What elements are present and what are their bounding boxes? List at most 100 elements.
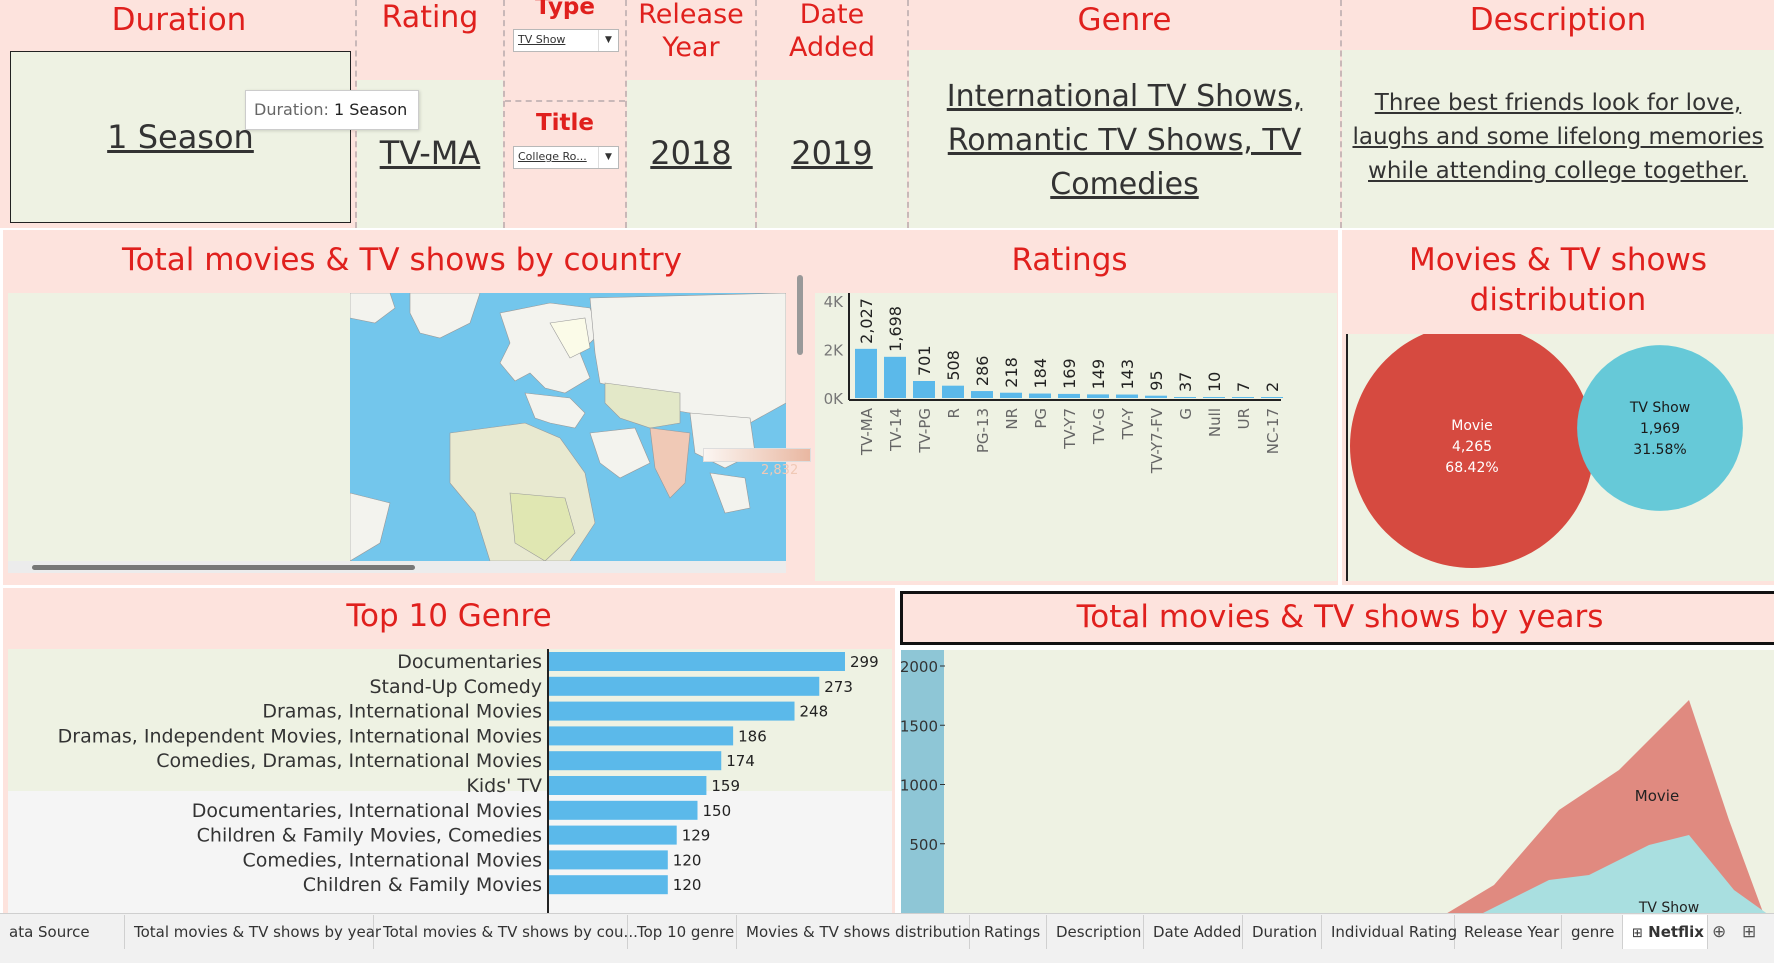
genre-bar [549, 800, 698, 820]
genre-value-line-1[interactable]: International TV Shows, [946, 79, 1303, 114]
ratings-bar-value: 143 [1118, 359, 1137, 390]
ratings-bar-value: 37 [1176, 372, 1195, 392]
genre-category-label-partial: Children & Family Movies [303, 874, 542, 896]
ratings-category-label: Null [1206, 408, 1224, 437]
genre-bar [549, 776, 707, 795]
map-scrollbar-horizontal[interactable] [8, 561, 786, 573]
release-year-title-1: Release [638, 0, 744, 30]
ratings-category-label: TV-PG [916, 408, 934, 454]
tab-data-source[interactable]: ata Source [0, 915, 125, 949]
ratings-bar [884, 356, 906, 398]
ratings-category-label: UR [1235, 408, 1253, 429]
ratings-bar [1203, 397, 1225, 398]
tab-duration[interactable]: Duration [1243, 915, 1322, 949]
ratings-bar-chart[interactable]: 0K 2K 4K 2,027 TV-MA 1,698 TV-14 701 TV-PG 508 R 28… [815, 293, 1337, 581]
genre-value-line-3[interactable]: Comedies [1050, 167, 1199, 202]
ratings-bar-value: 701 [915, 345, 934, 376]
distribution-percent: 68.42% [1445, 460, 1498, 476]
map-scrollbar-vertical[interactable] [797, 275, 803, 355]
duration-title: Duration [111, 2, 247, 38]
tab-description[interactable]: Description [1047, 915, 1144, 949]
release-year-title-2: Year [662, 32, 720, 63]
filters-panel: Type TV Show ▼ Title College Ro... ▼ [505, 0, 627, 228]
years-axis-band [901, 650, 944, 915]
genre-category-label: Dramas, Independent Movies, Internationa… [58, 725, 542, 747]
tab-netflix-label: Netflix [1648, 923, 1704, 941]
ratings-category-label: TV-Y7 [1061, 408, 1079, 450]
ratings-bar [1116, 394, 1138, 398]
ratings-bar [1029, 393, 1051, 398]
date-added-value[interactable]: 2019 [791, 134, 873, 172]
type-dropdown[interactable]: TV Show ▼ [513, 29, 619, 52]
ratings-bar-value: 2,027 [857, 298, 876, 344]
genre-value-area: International TV Shows, Romantic TV Show… [909, 50, 1340, 228]
years-area-chart[interactable]: 500 1000 1500 2000 Movie TV Show [899, 650, 1774, 915]
distribution-plot-area: Movie 4,265 68.42% TV Show 1,969 31.58% [1346, 324, 1774, 581]
title-dropdown[interactable]: College Ro... ▼ [513, 146, 619, 169]
world-map-svg[interactable] [350, 293, 786, 561]
genre-bar-value: 129 [682, 827, 711, 845]
new-dashboard-icon[interactable]: ⊞ [1742, 922, 1757, 942]
duration-value[interactable]: 1 Season [107, 118, 254, 156]
ratings-bar [1058, 393, 1080, 398]
description-line-2[interactable]: laughs and some lifelong memories [1352, 124, 1764, 150]
tab-ratings[interactable]: Ratings [975, 915, 1047, 949]
tab-total-by-year[interactable]: Total movies & TV shows by year [125, 915, 381, 949]
ratings-bar-value: 184 [1031, 358, 1050, 389]
genre-category-label: Documentaries, International Movies [192, 800, 542, 822]
distribution-percent: 31.58% [1633, 442, 1686, 458]
ratings-bar-value: 149 [1089, 359, 1108, 390]
genre-chart-title: Top 10 Genre [346, 598, 552, 634]
new-worksheet-icon[interactable]: ⊕ [1712, 922, 1727, 942]
genre-title: Genre [1077, 2, 1172, 38]
tab-date-added[interactable]: Date Added [1144, 915, 1243, 949]
description-line-3[interactable]: while attending college together. [1368, 158, 1748, 184]
genre-value-line-2[interactable]: Romantic TV Shows, TV [947, 123, 1302, 158]
distribution-bubble [1350, 324, 1594, 568]
tab-total-by-country[interactable]: Total movies & TV shows by cou... [374, 915, 638, 949]
ratings-category-label: TV-Y7-FV [1148, 407, 1166, 474]
tab-genre[interactable]: genre [1562, 915, 1623, 949]
chevron-down-icon[interactable]: ▼ [598, 30, 618, 51]
ratings-bar [855, 348, 877, 398]
distribution-label: TV Show [1629, 400, 1690, 416]
genre-bar-chart[interactable]: Documentaries 299 Stand-Up Comedy 273 Dramas… [8, 649, 892, 915]
type-dropdown-value: TV Show [518, 33, 566, 46]
ratings-ytick: 2K [824, 342, 845, 360]
ratings-ytick: 4K [824, 293, 845, 311]
tab-individual-rating[interactable]: Individual Rating [1322, 915, 1457, 949]
chevron-down-icon[interactable]: ▼ [598, 147, 618, 168]
ratings-bar [1087, 394, 1109, 398]
tab-top-10-genre[interactable]: Top 10 genre [628, 915, 737, 949]
description-line-1[interactable]: Three best friends look for love, [1374, 90, 1742, 116]
rating-value[interactable]: TV-MA [379, 134, 481, 172]
description-title: Description [1469, 2, 1647, 38]
world-map[interactable] [350, 293, 786, 561]
distribution-bubble-chart[interactable]: Movie 4,265 68.42% TV Show 1,969 31.58% [1348, 324, 1774, 581]
years-ytick: 1000 [900, 777, 938, 795]
ratings-panel: Ratings 0K 2K 4K 2,027 TV-MA 1,698 TV-14 701 TV-… [813, 230, 1338, 585]
genre-bar [549, 726, 734, 746]
map-legend-max: 2,832 [761, 463, 799, 478]
filter-divider [505, 100, 625, 102]
ratings-category-label: TV-G [1090, 408, 1108, 445]
ratings-category-label: PG-13 [974, 408, 992, 453]
tab-distribution[interactable]: Movies & TV shows distribution [737, 915, 980, 949]
title-filter-title: Title [535, 110, 595, 136]
distribution-title-2: distribution [1469, 282, 1647, 318]
genre-bar [549, 701, 795, 721]
ratings-bar [971, 391, 993, 398]
tab-release-year[interactable]: Release Year [1455, 915, 1562, 949]
years-ytick: 500 [909, 836, 938, 854]
genre-bar-value: 174 [726, 752, 755, 770]
map-scrollbar-thumb[interactable] [32, 565, 415, 570]
release-year-value[interactable]: 2018 [650, 134, 732, 172]
description-value-area: Three best friends look for love, laughs… [1342, 50, 1774, 228]
duration-card[interactable]: 1 Season [10, 51, 351, 223]
genre-bar [549, 676, 820, 696]
tab-netflix[interactable]: ⊞ Netflix [1623, 915, 1708, 949]
genre-bar-value: 159 [711, 777, 740, 795]
genre-bar-value-partial: 120 [673, 876, 702, 894]
ratings-bar-value: 169 [1060, 358, 1079, 389]
years-chart-title: Total movies & TV shows by years [1076, 599, 1604, 635]
